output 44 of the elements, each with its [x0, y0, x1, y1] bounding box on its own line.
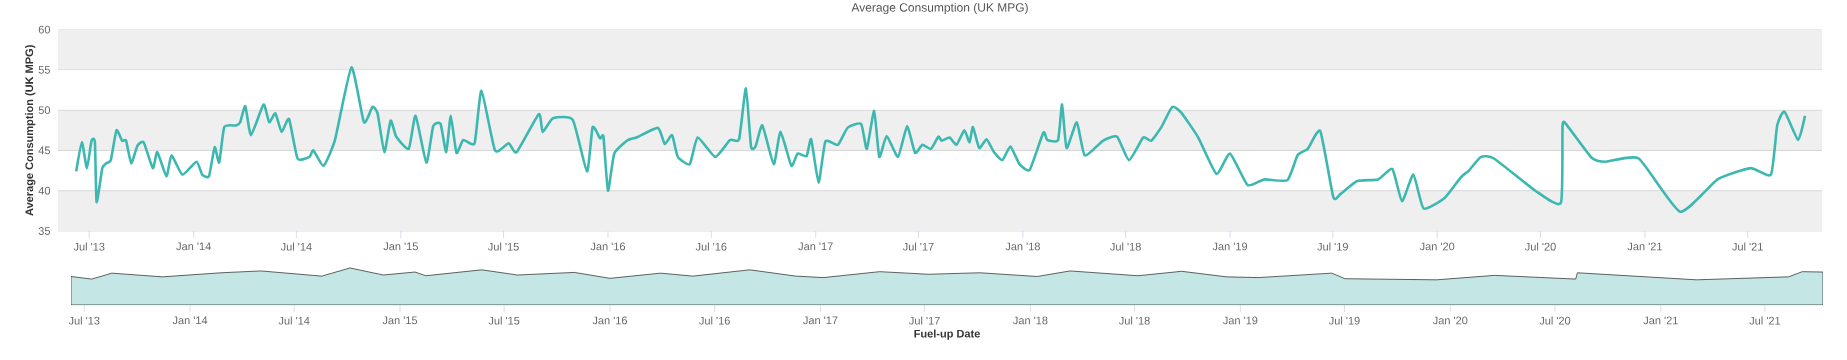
x-tick-label: Jul '18: [1118, 316, 1150, 325]
chart-title: Average Consumption (UK MPG): [851, 2, 1028, 15]
y-axis-title: Average Consumption (UK MPG): [25, 45, 36, 216]
line-series: [74, 66, 1807, 213]
x-tick-label: Jul '14: [280, 242, 312, 251]
x-axis-title: Fuel-up Date: [914, 329, 980, 340]
y-tick-label: 60: [38, 25, 51, 34]
y-tick-label: 55: [38, 66, 50, 74]
x-tick-label: Jan '21: [1643, 316, 1678, 325]
x-tick-label: Jul '14: [278, 316, 310, 325]
x-tick-label: Jan '21: [1627, 242, 1662, 251]
x-tick-label: Jan '19: [1212, 242, 1248, 251]
x-tick-label: Jul '15: [488, 242, 519, 251]
x-tick-label: Jul '17: [909, 316, 940, 325]
x-tick-label: Jul '21: [1732, 242, 1763, 251]
x-tick-label: Jul '20: [1524, 242, 1556, 251]
x-tick-label: Jul '16: [699, 316, 730, 325]
y-tick-label: 35: [38, 227, 50, 235]
x-tick-label: Jul '20: [1539, 316, 1571, 325]
x-tick-label: Jul '17: [902, 242, 934, 251]
x-tick-label: Jan '14: [172, 316, 208, 325]
x-tick-label: Jul '13: [73, 242, 105, 251]
x-tick-label: Jan '15: [382, 316, 418, 325]
x-tick-label: Jan '19: [1222, 316, 1258, 325]
x-tick-label: Jul '16: [695, 242, 727, 251]
x-tick-label: Jan '18: [1005, 242, 1040, 251]
x-tick-label: Jul '21: [1749, 316, 1781, 325]
y-tick-label: 40: [38, 186, 51, 195]
x-tick-label: Jan '17: [798, 242, 833, 251]
x-tick-label: Jan '16: [592, 316, 628, 325]
x-tick-label: Jan '14: [176, 242, 211, 251]
x-tick-label: Jan '16: [590, 242, 626, 251]
x-tick-label: Jul '15: [488, 316, 520, 325]
x-tick-label: Jul '18: [1110, 242, 1141, 251]
x-tick-label: Jan '17: [803, 316, 838, 325]
y-tick-label: 50: [38, 106, 51, 115]
y-tick-label: 45: [38, 146, 50, 155]
x-tick-label: Jan '20: [1432, 316, 1468, 325]
x-tick-label: Jan '20: [1419, 242, 1455, 251]
x-tick-label: Jul '13: [68, 316, 100, 325]
x-tick-label: Jul '19: [1317, 242, 1348, 251]
x-tick-label: Jan '15: [383, 242, 418, 251]
x-tick-label: Jul '19: [1328, 316, 1360, 325]
x-tick-label: Jan '18: [1013, 316, 1048, 325]
